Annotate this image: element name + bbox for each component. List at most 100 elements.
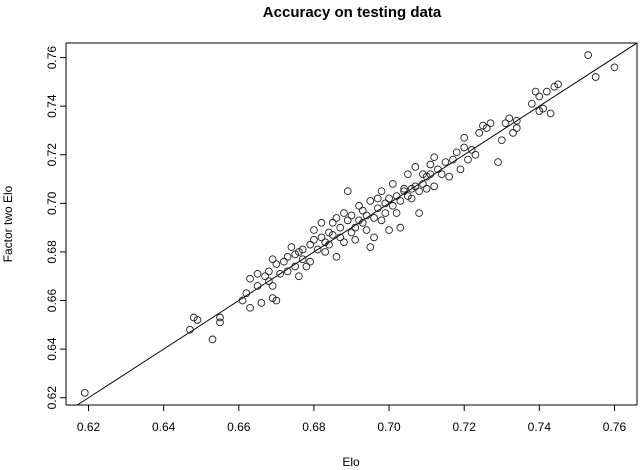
data-point [295, 248, 303, 256]
x-tick-label: 0.62 [77, 420, 101, 434]
data-point [370, 233, 378, 242]
y-tick-label: 0.74 [45, 94, 59, 118]
data-point [306, 240, 315, 249]
data-point [253, 269, 262, 278]
x-tick-label: 0.64 [152, 420, 176, 434]
data-point [347, 228, 356, 237]
data-point [407, 194, 416, 203]
data-point [362, 211, 371, 220]
data-point [298, 255, 307, 264]
y-tick-label: 0.64 [45, 337, 59, 361]
data-point [546, 109, 555, 118]
y-axis-label: Factor two Elo [1, 185, 15, 262]
data-point [419, 180, 427, 188]
data-point [362, 226, 371, 234]
chart-title: Accuracy on testing data [263, 4, 442, 21]
data-point [340, 209, 348, 217]
data-point [437, 170, 446, 179]
data-point [591, 73, 600, 81]
data-point [505, 114, 514, 123]
data-point [441, 158, 450, 166]
data-point [385, 226, 393, 234]
data-point [426, 170, 435, 179]
data-point [403, 170, 412, 179]
data-point [445, 172, 454, 181]
data-point [482, 124, 491, 132]
data-point [351, 235, 360, 244]
data-point [261, 272, 269, 281]
data-point [186, 325, 194, 334]
data-point [351, 223, 360, 232]
data-point [392, 209, 401, 217]
data-point [246, 274, 254, 283]
data-point [272, 296, 281, 305]
data-point [411, 163, 420, 171]
data-point [216, 318, 224, 327]
data-point [422, 184, 431, 193]
data-point [291, 262, 300, 271]
y-tick-label: 0.62 [45, 386, 59, 410]
data-point [268, 294, 277, 302]
data-point [434, 165, 442, 174]
data-point [373, 204, 382, 213]
data-point [430, 153, 438, 162]
data-point [403, 192, 412, 200]
data-point [535, 92, 544, 101]
data-point [265, 277, 273, 285]
data-point [340, 238, 348, 247]
data-point [535, 107, 544, 115]
data-point [377, 187, 386, 196]
data-point [253, 282, 262, 290]
x-axis: 0.62 0.64 0.66 0.68 0.70 0.72 0.74 0.76 [77, 405, 626, 434]
x-tick-label: 0.68 [302, 420, 326, 434]
y-tick-label: 0.72 [45, 143, 59, 167]
data-point [242, 289, 251, 298]
data-point [257, 299, 266, 307]
data-point [268, 255, 277, 264]
x-tick-label: 0.66 [227, 420, 251, 434]
data-point [355, 201, 363, 210]
data-point [317, 233, 326, 242]
data-point [295, 272, 303, 281]
data-point [321, 238, 330, 247]
data-point [343, 216, 352, 225]
data-point [426, 160, 435, 169]
data-point [373, 194, 382, 203]
data-point [501, 119, 510, 128]
data-point [366, 243, 375, 251]
data-point [554, 80, 562, 89]
data-point [381, 209, 390, 217]
y-tick-label: 0.70 [45, 191, 59, 215]
data-point [189, 313, 198, 322]
data-point [460, 133, 469, 142]
data-point [381, 199, 390, 208]
plot-frame [65, 42, 638, 406]
data-point [283, 267, 292, 276]
data-point [366, 197, 375, 205]
data-point [370, 214, 378, 222]
data-point [355, 216, 363, 225]
data-point [80, 389, 89, 397]
data-point [610, 63, 619, 72]
data-point [422, 172, 431, 181]
data-point [347, 211, 356, 220]
data-point [584, 51, 593, 59]
y-tick-label: 0.66 [45, 289, 59, 313]
data-point [358, 218, 367, 227]
data-point [400, 184, 408, 193]
data-point [291, 250, 300, 259]
data-point [419, 170, 427, 179]
data-point [456, 165, 465, 174]
data-point [193, 316, 202, 324]
data-point [268, 282, 277, 290]
data-point [238, 296, 247, 305]
data-point [325, 228, 333, 237]
data-point [385, 194, 393, 203]
data-point [328, 218, 337, 227]
x-tick-label: 0.70 [377, 420, 401, 434]
data-point [539, 104, 547, 113]
data-point [460, 143, 469, 152]
data-point [467, 146, 476, 154]
data-point [208, 335, 217, 344]
